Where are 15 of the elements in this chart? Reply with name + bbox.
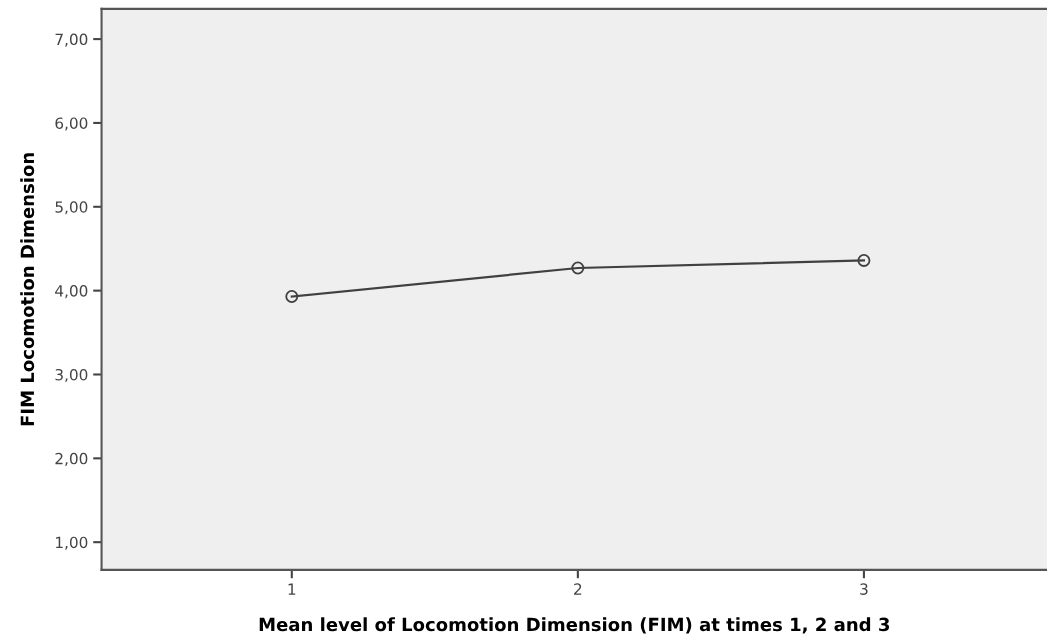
x-axis-title: Mean level of Locomotion Dimension (FIM) at times 1, 2 and 3 (259, 617, 890, 634)
x-tick-label: 2 (574, 583, 582, 595)
y-tick-label: 1,00 (56, 536, 88, 550)
x-tick-label: 3 (860, 583, 868, 595)
y-tick-label: 4,00 (55, 285, 88, 299)
y-tick-label: 7,00 (55, 33, 88, 47)
point (857, 253, 871, 267)
y-axis-title: FIM Locomotion Dimension (20, 153, 35, 426)
y-tick-label: 6,00 (55, 117, 88, 131)
point (285, 290, 299, 303)
x-tick-label: 1 (288, 583, 296, 595)
y-tick-label: 3,00 (55, 368, 88, 383)
y-tick-label: 2,00 (55, 452, 88, 466)
y-tick-label: 5,00 (55, 201, 88, 215)
point (571, 261, 585, 275)
